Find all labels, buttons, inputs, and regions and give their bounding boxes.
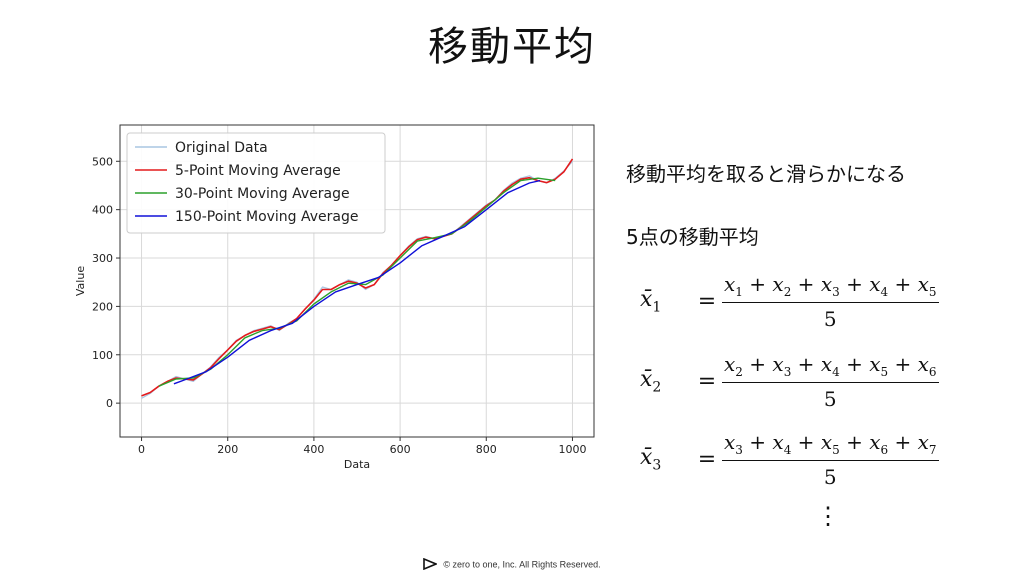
fraction: x1 + x2 + x3 + x4 + x5 5 [722,272,939,331]
description-text: 移動平均を取ると滑らかになる [626,162,906,186]
formula-lhs: x̄1 [640,287,662,316]
x-tick-label: 800 [476,443,497,456]
denominator: 5 [823,387,837,411]
x-tick-label: 600 [390,443,411,456]
denominator: 5 [823,465,837,489]
formula-lhs: x̄2 [640,367,662,396]
equals-sign: = [697,447,717,472]
chart-series [141,158,574,399]
chart-ticks: 0 200 400 600 800 1000 0 100 200 300 400 500 [92,155,586,456]
plot-area [119,124,595,438]
y-axis-label: Value [74,266,87,296]
y-tick-label: 400 [92,204,113,217]
copyright-text: © zero to one, Inc. All Rights Reserved. [443,559,601,570]
x-tick-label: 400 [303,443,324,456]
formula-2: x̄2 = x2 + x3 + x4 + x5 + x6 5 [640,352,939,411]
equals-sign: = [697,289,717,314]
numerator: x1 + x2 + x3 + x4 + x5 [722,272,939,303]
y-tick-label: 500 [92,155,113,168]
moving-average-chart: 0 200 400 600 800 1000 0 100 200 300 400 500 Data V… [70,118,610,478]
fraction: x3 + x4 + x5 + x6 + x7 5 [722,430,939,489]
x-tick-label: 200 [217,443,238,456]
equals-sign: = [697,369,717,394]
y-tick-label: 200 [92,300,113,313]
legend-entry: 5-Point Moving Average [175,163,341,179]
denominator: 5 [823,307,837,331]
play-logo-icon [423,557,439,572]
y-tick-label: 300 [92,252,113,265]
chart-legend: Original Data 5-Point Moving Average 30-Po… [126,132,386,234]
ellipsis: ⋮ [816,502,840,530]
x-tick-label: 0 [138,443,145,456]
y-tick-label: 0 [106,397,113,410]
page-title: 移動平均 [428,24,596,70]
legend-entry: 30-Point Moving Average [175,186,350,202]
legend-entry: Original Data [175,140,268,156]
legend-entry: 150-Point Moving Average [175,209,359,225]
x-axis-label: Data [344,458,370,471]
formula-lhs: x̄3 [640,445,662,474]
y-tick-label: 100 [92,349,113,362]
fraction: x2 + x3 + x4 + x5 + x6 5 [722,352,939,411]
numerator: x2 + x3 + x4 + x5 + x6 [722,352,939,383]
subtitle-text: 5点の移動平均 [626,225,759,249]
chart-svg: 0 200 400 600 800 1000 0 100 200 300 400 500 Data V… [74,124,595,471]
numerator: x3 + x4 + x5 + x6 + x7 [722,430,939,461]
formula-3: x̄3 = x3 + x4 + x5 + x6 + x7 5 [640,430,939,489]
x-tick-label: 1000 [558,443,586,456]
series-line-4 [173,179,541,385]
side-text: 移動平均を取ると滑らかになる 5点の移動平均 [626,158,1016,250]
footer: © zero to one, Inc. All Rights Reserved. [0,557,1024,572]
legend-box [126,132,386,234]
formula-1: x̄1 = x1 + x2 + x3 + x4 + x5 5 [640,272,939,331]
